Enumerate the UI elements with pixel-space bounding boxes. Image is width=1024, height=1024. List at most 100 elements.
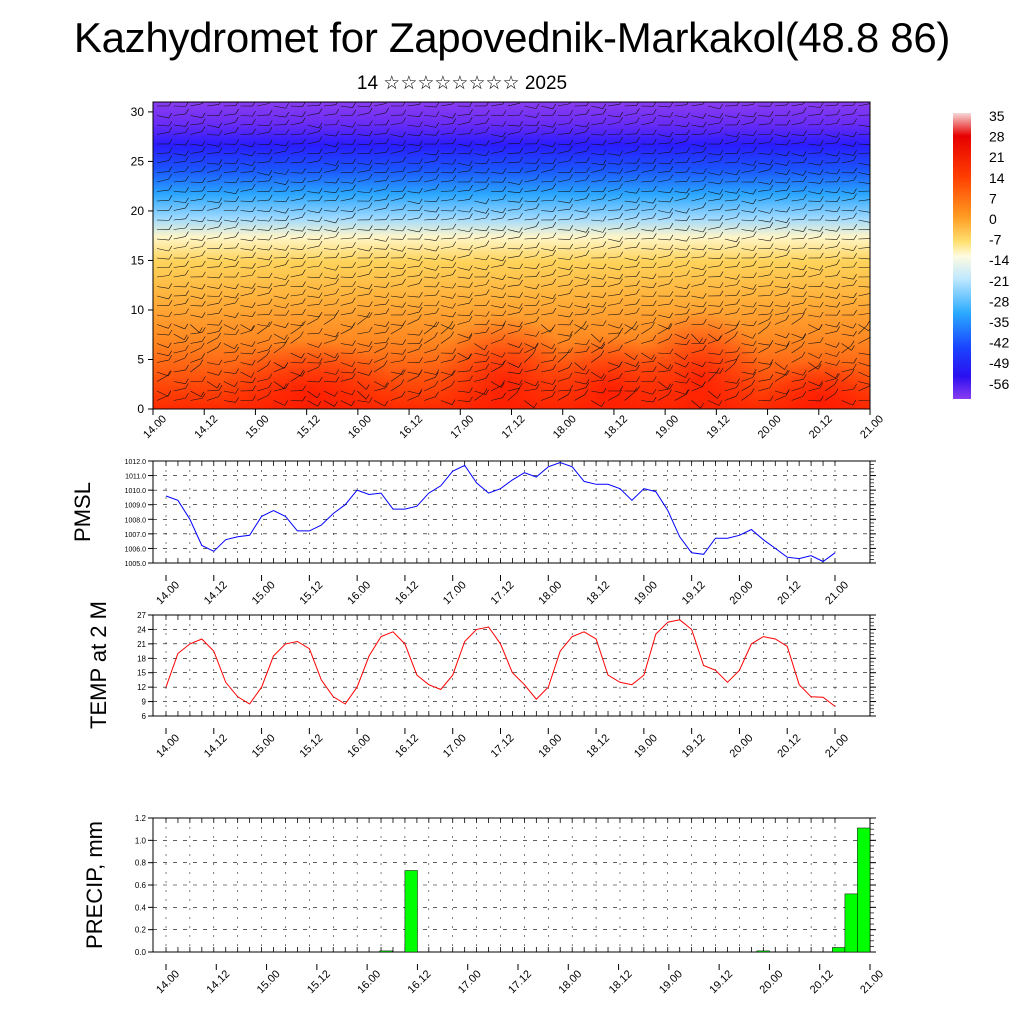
wind-barb-feather [819, 382, 824, 389]
wind-barb [190, 181, 203, 183]
wind-barb [173, 397, 186, 401]
wind-barb [507, 267, 520, 270]
wind-barb-feather [753, 272, 757, 278]
wind-barb-feather [819, 311, 824, 318]
wind-barb-feather [736, 253, 741, 259]
wind-barb-feather [619, 308, 624, 315]
wind-barb-feather [302, 117, 306, 123]
wind-barb-feather [802, 170, 807, 176]
wind-barb-feather [218, 174, 223, 180]
wind-barb-feather [619, 278, 623, 284]
wind-barb-feather [519, 167, 523, 173]
wind-barb-feather [335, 160, 339, 166]
wind-barb-feather [251, 288, 256, 294]
wind-barb [657, 394, 669, 401]
wind-barb-feather [201, 353, 205, 359]
wind-barb [207, 236, 219, 240]
wind-barb-feather [769, 359, 774, 365]
colorbar-label: -21 [989, 273, 1009, 289]
wind-barb-feather [502, 284, 506, 290]
wind-barb [440, 162, 453, 165]
wind-barb [858, 199, 870, 202]
temp-axis-label: TEMP at 2 M [86, 601, 111, 729]
wind-barb [557, 257, 570, 261]
wind-barb [808, 295, 821, 299]
wind-barb [824, 246, 837, 249]
wind-barb-feather [401, 391, 406, 397]
wind-barb-feather [768, 342, 773, 348]
wind-barb [474, 236, 487, 240]
wind-barb [374, 199, 387, 202]
x-tick-label: 19.00 [632, 579, 660, 607]
wind-barb-feather [168, 370, 172, 377]
wind-barb-feather [686, 339, 690, 345]
wind-barb-feather [535, 383, 540, 390]
wind-barb [624, 392, 635, 401]
wind-barb-feather [285, 185, 290, 192]
wind-barb [858, 143, 870, 145]
wind-barb-feather [168, 262, 173, 268]
wind-barb-feather [318, 188, 323, 194]
wind-barb-feather [736, 188, 740, 194]
wind-barb [390, 352, 403, 355]
wind-barb [490, 352, 503, 358]
wind-barb-feather [452, 262, 457, 268]
wind-barb [858, 190, 870, 192]
wind-barb [607, 121, 620, 126]
wind-barb [190, 324, 200, 333]
wind-barb-feather [853, 261, 857, 268]
x-tick-label: 21.00 [858, 413, 886, 441]
wind-barb [674, 333, 686, 340]
wind-barb [507, 124, 520, 127]
wind-barb-feather [451, 399, 456, 405]
wind-barb-feather [836, 226, 841, 232]
wind-barb-feather [352, 122, 356, 128]
wind-barb [323, 400, 335, 407]
wind-barb-feather [352, 129, 356, 135]
wind-barb-feather [536, 242, 540, 248]
wind-barb-feather [536, 158, 540, 164]
wind-barb [240, 324, 252, 331]
wind-barb [390, 218, 403, 221]
wind-barb [824, 393, 836, 401]
wind-barb [207, 152, 220, 154]
wind-barb [557, 150, 570, 154]
precip-bar [379, 950, 393, 953]
wind-barb-feather [352, 373, 356, 379]
wind-barb-feather [820, 118, 824, 125]
wind-barb-feather [753, 347, 757, 353]
wind-barb-feather [536, 308, 540, 314]
wind-barb-feather [318, 174, 323, 181]
wind-barb [374, 324, 386, 327]
wind-barb-feather [535, 174, 540, 180]
wind-barb-feather [452, 293, 456, 299]
wind-barb-feather [636, 232, 640, 239]
wind-barb [223, 162, 236, 164]
wind-barb-feather [168, 120, 173, 127]
wind-barb [323, 267, 336, 271]
wind-barb-feather [419, 140, 423, 146]
wind-barb-feather [252, 385, 256, 391]
wind-barb-feather [786, 250, 790, 256]
wind-barb-feather [569, 347, 574, 353]
wind-barb [240, 180, 253, 183]
wind-barb-feather [484, 344, 488, 351]
wind-barb-feather [351, 389, 356, 396]
wind-barb-feather [702, 293, 707, 299]
wind-barb [323, 113, 336, 116]
wind-barb [591, 305, 604, 308]
wind-barb [641, 352, 652, 360]
wind-barb-feather [502, 131, 507, 137]
wind-barb [273, 105, 286, 109]
wind-barb [240, 362, 253, 366]
wind-barb-feather [803, 130, 807, 136]
wind-barb [490, 264, 503, 268]
wind-barb [307, 219, 320, 223]
wind-barb-feather [352, 348, 356, 354]
wind-barb [173, 357, 185, 363]
wind-barb-feather [402, 156, 406, 162]
wind-barb-feather [785, 314, 790, 321]
wind-barb-feather [268, 175, 273, 181]
wind-barb-feather [569, 254, 573, 260]
wind-barb [708, 122, 720, 126]
